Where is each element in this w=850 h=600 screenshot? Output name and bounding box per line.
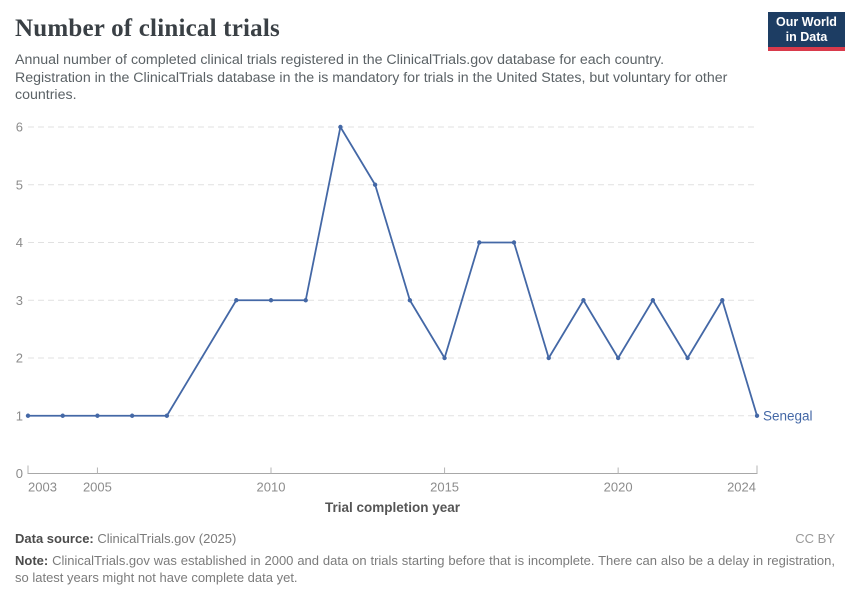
data-point[interactable] xyxy=(25,413,31,418)
x-axis-tick-label: 2020 xyxy=(604,480,633,495)
data-point[interactable] xyxy=(60,413,65,418)
chart-note: Note: ClinicalTrials.gov was established… xyxy=(15,552,835,586)
chart-footer: Data source: ClinicalTrials.gov (2025) C… xyxy=(15,531,835,586)
data-point[interactable] xyxy=(407,298,413,303)
data-point[interactable] xyxy=(720,298,725,303)
x-axis-tick-label: 2010 xyxy=(257,480,286,495)
data-point[interactable] xyxy=(546,355,551,361)
x-axis-tick-label: 2005 xyxy=(83,480,112,495)
x-axis-tick-label: 2003 xyxy=(28,480,57,495)
line-chart[interactable]: 0 1 2 3 4 5 6 2003 2005 2010 2015 2020 2024 Trial com… xyxy=(0,110,850,525)
data-source-label: Data source: xyxy=(15,531,94,546)
data-point[interactable] xyxy=(164,413,170,418)
data-point[interactable] xyxy=(615,355,621,361)
data-point[interactable] xyxy=(338,124,343,130)
data-point[interactable] xyxy=(268,298,274,303)
license-link[interactable]: CC BY xyxy=(795,531,835,546)
x-axis-title: Trial completion year xyxy=(325,500,461,515)
y-axis-tick-label: 6 xyxy=(16,120,23,135)
source-row: Data source: ClinicalTrials.gov (2025) C… xyxy=(15,531,835,546)
y-axis-tick-label: 2 xyxy=(16,351,23,366)
data-point[interactable] xyxy=(95,413,100,418)
series-end-label[interactable]: Senegal xyxy=(763,408,813,423)
series-line-senegal[interactable] xyxy=(27,126,758,417)
owid-logo-line2: in Data xyxy=(785,29,828,44)
data-point[interactable] xyxy=(754,413,760,418)
y-axis-tick-label: 0 xyxy=(16,466,23,481)
y-axis-tick-label: 4 xyxy=(16,235,23,250)
data-point[interactable] xyxy=(511,240,517,245)
y-axis-tick-label: 1 xyxy=(16,408,23,423)
data-source: Data source: ClinicalTrials.gov (2025) xyxy=(15,531,236,546)
owid-logo-line1: Our World xyxy=(776,15,837,29)
data-source-value[interactable]: ClinicalTrials.gov (2025) xyxy=(97,531,237,546)
data-point[interactable] xyxy=(581,298,586,303)
data-point[interactable] xyxy=(234,298,239,303)
data-point[interactable] xyxy=(442,355,447,361)
data-point[interactable] xyxy=(372,182,378,187)
chart-note-text: ClinicalTrials.gov was established in 20… xyxy=(15,553,835,585)
chart-subtitle: Annual number of completed clinical tria… xyxy=(15,52,728,104)
data-point[interactable] xyxy=(303,298,308,303)
page-title: Number of clinical trials xyxy=(15,15,280,42)
data-point[interactable] xyxy=(685,355,690,361)
data-point[interactable] xyxy=(650,298,656,303)
x-axis-tick-label: 2015 xyxy=(430,480,459,495)
owid-logo[interactable]: Our World in Data xyxy=(768,12,845,51)
chart-note-label: Note: xyxy=(15,553,49,568)
x-axis-tick-label: 2024 xyxy=(727,480,756,495)
y-axis-tick-label: 3 xyxy=(16,293,23,308)
data-point[interactable] xyxy=(129,413,135,418)
data-point[interactable] xyxy=(477,240,482,245)
chart-header: Number of clinical trials Annual number … xyxy=(15,15,760,105)
y-axis-tick-label: 5 xyxy=(16,177,23,192)
